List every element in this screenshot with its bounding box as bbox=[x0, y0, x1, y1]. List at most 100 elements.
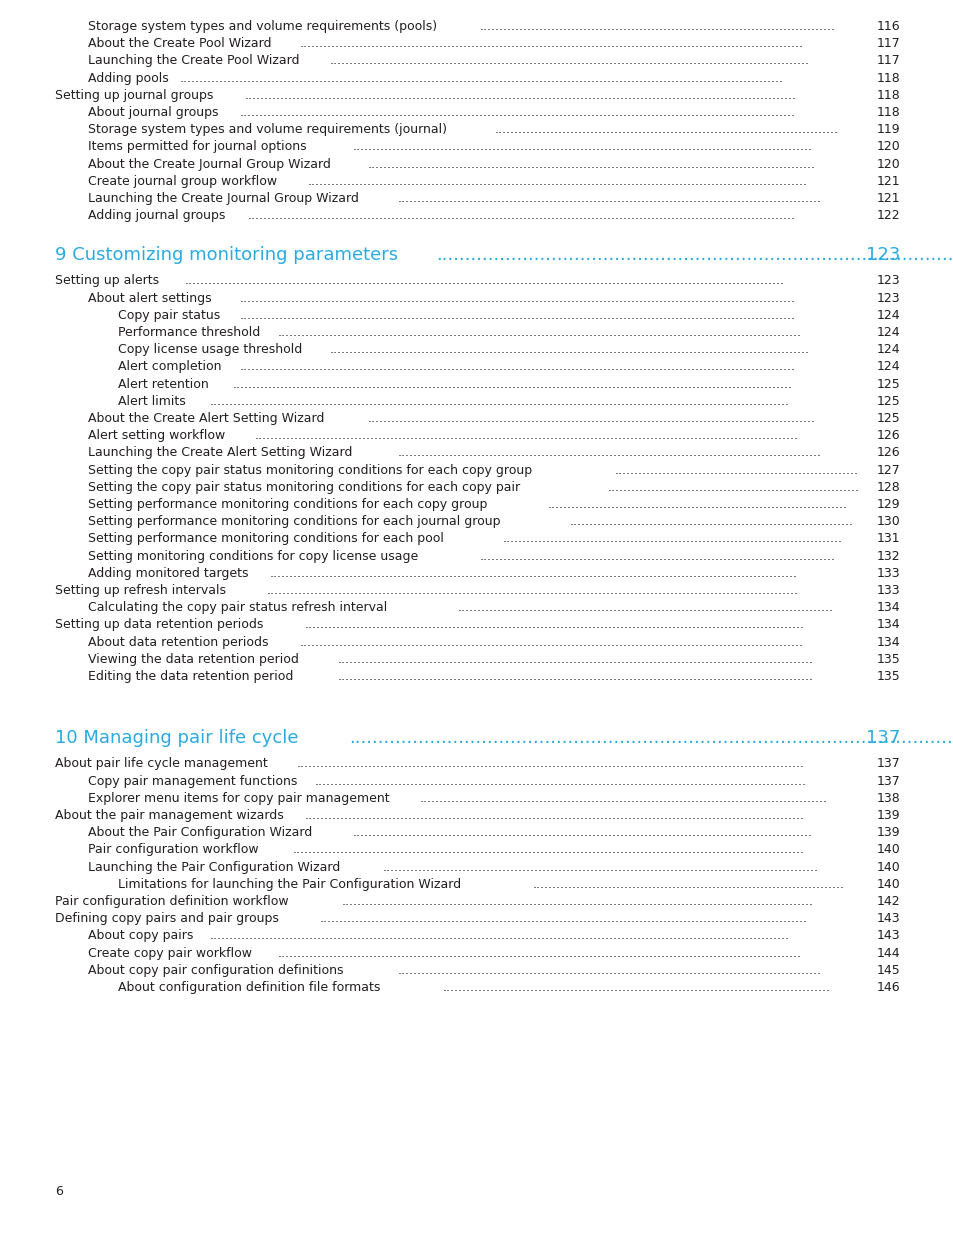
Text: ................................................................................: ........................................… bbox=[367, 412, 815, 425]
Text: ................................................................................: ........................................… bbox=[479, 550, 835, 563]
Text: 126: 126 bbox=[876, 447, 899, 459]
Text: 139: 139 bbox=[876, 826, 899, 839]
Text: 140: 140 bbox=[876, 861, 899, 873]
Text: ................................................................................: ........................................… bbox=[436, 247, 953, 264]
Text: About data retention periods: About data retention periods bbox=[88, 636, 268, 648]
Text: ................................................................................: ........................................… bbox=[502, 532, 841, 546]
Text: About the Create Alert Setting Wizard: About the Create Alert Setting Wizard bbox=[88, 412, 324, 425]
Text: 124: 124 bbox=[876, 326, 899, 340]
Text: About the pair management wizards: About the pair management wizards bbox=[55, 809, 283, 823]
Text: ...........................................................................: ........................................… bbox=[547, 498, 846, 511]
Text: ................................................................................: ........................................… bbox=[240, 361, 795, 373]
Text: ................................................................................: ........................................… bbox=[184, 274, 783, 288]
Text: ................................................................................: ........................................… bbox=[247, 209, 795, 222]
Text: Items permitted for journal options: Items permitted for journal options bbox=[88, 141, 306, 153]
Text: 118: 118 bbox=[876, 106, 899, 119]
Text: Launching the Create Alert Setting Wizard: Launching the Create Alert Setting Wizar… bbox=[88, 447, 352, 459]
Text: 140: 140 bbox=[876, 844, 899, 856]
Text: ................................................................................: ........................................… bbox=[314, 774, 806, 788]
Text: ................................................................................: ........................................… bbox=[319, 913, 806, 925]
Text: ................................................................................: ........................................… bbox=[397, 447, 821, 459]
Text: Alert setting workflow: Alert setting workflow bbox=[88, 430, 225, 442]
Text: 119: 119 bbox=[876, 124, 899, 136]
Text: 118: 118 bbox=[876, 72, 899, 85]
Text: 10 Managing pair life cycle: 10 Managing pair life cycle bbox=[55, 729, 298, 747]
Text: Pair configuration workflow: Pair configuration workflow bbox=[88, 844, 258, 856]
Text: ..............................................................................: ........................................… bbox=[532, 878, 843, 890]
Text: ................................................................................: ........................................… bbox=[352, 141, 812, 153]
Text: 134: 134 bbox=[876, 636, 899, 648]
Text: Setting performance monitoring conditions for each journal group: Setting performance monitoring condition… bbox=[88, 515, 500, 529]
Text: Launching the Create Journal Group Wizard: Launching the Create Journal Group Wizar… bbox=[88, 191, 358, 205]
Text: ................................................................................: ........................................… bbox=[337, 671, 813, 683]
Text: 144: 144 bbox=[876, 946, 899, 960]
Text: ................................................................................: ........................................… bbox=[240, 106, 795, 119]
Text: 132: 132 bbox=[876, 550, 899, 563]
Text: 125: 125 bbox=[876, 395, 899, 408]
Text: 124: 124 bbox=[876, 361, 899, 373]
Text: 135: 135 bbox=[876, 653, 899, 666]
Text: Alert retention: Alert retention bbox=[118, 378, 209, 390]
Text: ................................................................................: ........................................… bbox=[341, 895, 813, 908]
Text: Storage system types and volume requirements (pools): Storage system types and volume requirem… bbox=[88, 20, 436, 33]
Text: ................................................................................: ........................................… bbox=[210, 395, 789, 408]
Text: ................................................................................: ........................................… bbox=[442, 981, 830, 994]
Text: ................................................................................: ........................................… bbox=[495, 124, 838, 136]
Text: Editing the data retention period: Editing the data retention period bbox=[88, 671, 294, 683]
Text: 6: 6 bbox=[55, 1186, 63, 1198]
Text: ................................................................................: ........................................… bbox=[267, 584, 799, 597]
Text: 124: 124 bbox=[876, 309, 899, 322]
Text: Setting up refresh intervals: Setting up refresh intervals bbox=[55, 584, 226, 597]
Text: 123: 123 bbox=[876, 291, 899, 305]
Text: Create journal group workflow: Create journal group workflow bbox=[88, 175, 276, 188]
Text: Adding monitored targets: Adding monitored targets bbox=[88, 567, 248, 580]
Text: 137: 137 bbox=[864, 729, 899, 747]
Text: ................................................................................: ........................................… bbox=[479, 20, 835, 33]
Text: ................................................................................: ........................................… bbox=[299, 636, 803, 648]
Text: ................................................................................: ........................................… bbox=[330, 54, 809, 68]
Text: Alert completion: Alert completion bbox=[118, 361, 221, 373]
Text: About the Create Pool Wizard: About the Create Pool Wizard bbox=[88, 37, 272, 51]
Text: About copy pair configuration definitions: About copy pair configuration definition… bbox=[88, 963, 343, 977]
Text: 134: 134 bbox=[876, 601, 899, 614]
Text: 126: 126 bbox=[876, 430, 899, 442]
Text: 121: 121 bbox=[876, 175, 899, 188]
Text: 133: 133 bbox=[876, 584, 899, 597]
Text: 123: 123 bbox=[864, 247, 899, 264]
Text: Setting performance monitoring conditions for each copy group: Setting performance monitoring condition… bbox=[88, 498, 487, 511]
Text: ................................................................................: ........................................… bbox=[330, 343, 809, 356]
Text: 123: 123 bbox=[876, 274, 899, 288]
Text: ................................................................................: ........................................… bbox=[244, 89, 796, 101]
Text: ................................................................................: ........................................… bbox=[233, 378, 792, 390]
Text: ................................................................................: ........................................… bbox=[367, 158, 815, 170]
Text: 120: 120 bbox=[876, 141, 899, 153]
Text: About the Pair Configuration Wizard: About the Pair Configuration Wizard bbox=[88, 826, 312, 839]
Text: About configuration definition file formats: About configuration definition file form… bbox=[118, 981, 380, 994]
Text: Storage system types and volume requirements (journal): Storage system types and volume requirem… bbox=[88, 124, 447, 136]
Text: ................................................................................: ........................................… bbox=[304, 809, 803, 823]
Text: Alert limits: Alert limits bbox=[118, 395, 186, 408]
Text: Defining copy pairs and pair groups: Defining copy pairs and pair groups bbox=[55, 913, 278, 925]
Text: 135: 135 bbox=[876, 671, 899, 683]
Text: 133: 133 bbox=[876, 567, 899, 580]
Text: Setting performance monitoring conditions for each pool: Setting performance monitoring condition… bbox=[88, 532, 443, 546]
Text: Limitations for launching the Pair Configuration Wizard: Limitations for launching the Pair Confi… bbox=[118, 878, 460, 890]
Text: 9 Customizing monitoring parameters: 9 Customizing monitoring parameters bbox=[55, 247, 397, 264]
Text: Create copy pair workflow: Create copy pair workflow bbox=[88, 946, 252, 960]
Text: ................................................................................: ........................................… bbox=[180, 72, 783, 85]
Text: 143: 143 bbox=[876, 929, 899, 942]
Text: ................................................................................: ........................................… bbox=[296, 757, 804, 771]
Text: 122: 122 bbox=[876, 209, 899, 222]
Text: ................................................................................: ........................................… bbox=[293, 844, 803, 856]
Text: 125: 125 bbox=[876, 412, 899, 425]
Text: ................................................................................: ........................................… bbox=[277, 326, 801, 340]
Text: ................................................................................: ........................................… bbox=[382, 861, 818, 873]
Text: Launching the Create Pool Wizard: Launching the Create Pool Wizard bbox=[88, 54, 299, 68]
Text: 120: 120 bbox=[876, 158, 899, 170]
Text: 129: 129 bbox=[876, 498, 899, 511]
Text: 134: 134 bbox=[876, 619, 899, 631]
Text: About the Create Journal Group Wizard: About the Create Journal Group Wizard bbox=[88, 158, 331, 170]
Text: Setting the copy pair status monitoring conditions for each copy pair: Setting the copy pair status monitoring … bbox=[88, 480, 519, 494]
Text: 145: 145 bbox=[876, 963, 899, 977]
Text: Explorer menu items for copy pair management: Explorer menu items for copy pair manage… bbox=[88, 792, 389, 805]
